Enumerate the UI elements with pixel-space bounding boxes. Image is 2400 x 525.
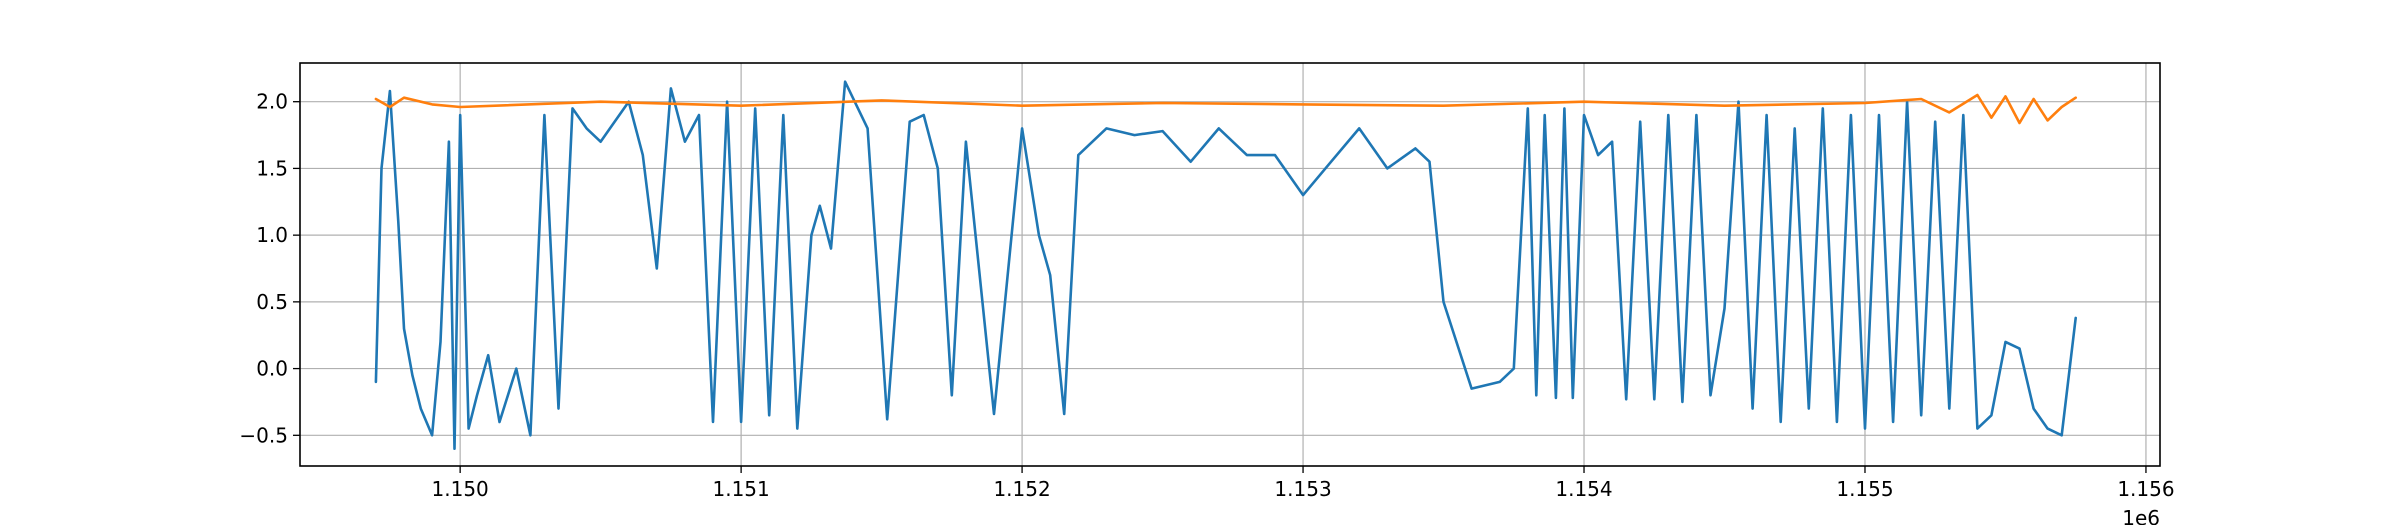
y-tick-label: 2.0 — [256, 90, 288, 114]
series-line-2 — [374, 93, 2077, 125]
plot-frame — [299, 62, 2161, 467]
series-line-1 — [374, 80, 2077, 450]
axis-ticks: 1.150 1.151 1.152 1.153 1.154 1.155 1.156 −0.5 0… — [239, 90, 2174, 501]
x-tick-label: 1.152 — [993, 477, 1050, 501]
x-tick-label: 1.151 — [712, 477, 769, 501]
y-tick-label: 1.5 — [256, 156, 288, 180]
x-tick-label: 1.154 — [1555, 477, 1612, 501]
grid — [300, 63, 2160, 466]
y-tick-label: 0.0 — [256, 357, 288, 381]
x-axis-offset-label: 1e6 — [2122, 506, 2160, 525]
x-tick-label: 1.155 — [1836, 477, 1893, 501]
y-tick-label: −0.5 — [239, 423, 288, 447]
y-tick-label: 1.0 — [256, 223, 288, 247]
x-tick-label: 1.150 — [432, 477, 489, 501]
y-tick-label: 0.5 — [256, 290, 288, 314]
series-layer — [374, 80, 2077, 450]
x-tick-label: 1.156 — [2117, 477, 2174, 501]
x-tick-label: 1.153 — [1274, 477, 1331, 501]
